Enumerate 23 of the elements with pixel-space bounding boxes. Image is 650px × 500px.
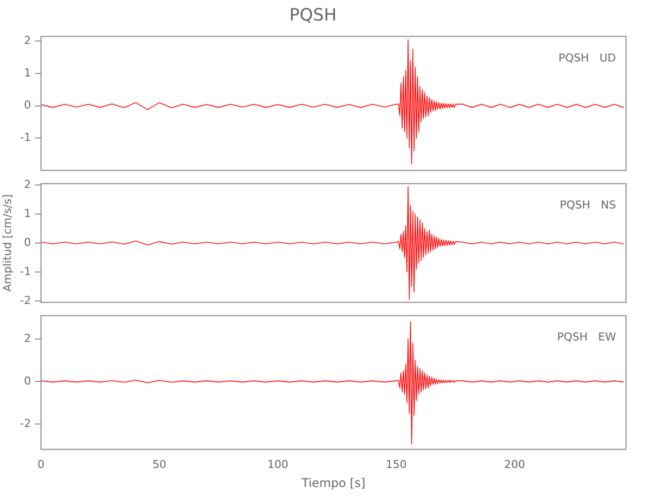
y-tick-label: 1 bbox=[24, 206, 31, 220]
chart-title: PQSH bbox=[289, 6, 337, 26]
x-tick-label: 0 bbox=[38, 458, 44, 471]
y-tick-label: -1 bbox=[20, 264, 31, 278]
y-tick-label: 2 bbox=[24, 332, 31, 345]
y-tick-label: 1 bbox=[24, 66, 31, 80]
x-tick-label: 150 bbox=[386, 458, 407, 471]
y-tick-label: 0 bbox=[24, 374, 31, 388]
x-tick-label: 100 bbox=[267, 458, 288, 471]
y-axis-title: Amplitud [cm/s/s] bbox=[0, 194, 14, 292]
x-axis-title: Tiempo [s] bbox=[300, 476, 366, 490]
x-tick-label: 50 bbox=[152, 458, 166, 471]
annotation: PQSH EW bbox=[557, 330, 616, 344]
annotation: PQSH NS bbox=[560, 198, 616, 212]
y-tick-label: -2 bbox=[20, 294, 31, 307]
y-tick-label: -2 bbox=[20, 416, 31, 430]
y-tick-label: -1 bbox=[20, 130, 31, 144]
y-tick-label: 0 bbox=[24, 236, 31, 249]
y-tick-label: 2 bbox=[24, 34, 31, 48]
y-tick-label: 2 bbox=[24, 178, 31, 191]
annotation: PQSH UD bbox=[558, 51, 616, 64]
x-tick-label: 200 bbox=[504, 458, 526, 471]
y-tick-label: 0 bbox=[24, 98, 31, 112]
